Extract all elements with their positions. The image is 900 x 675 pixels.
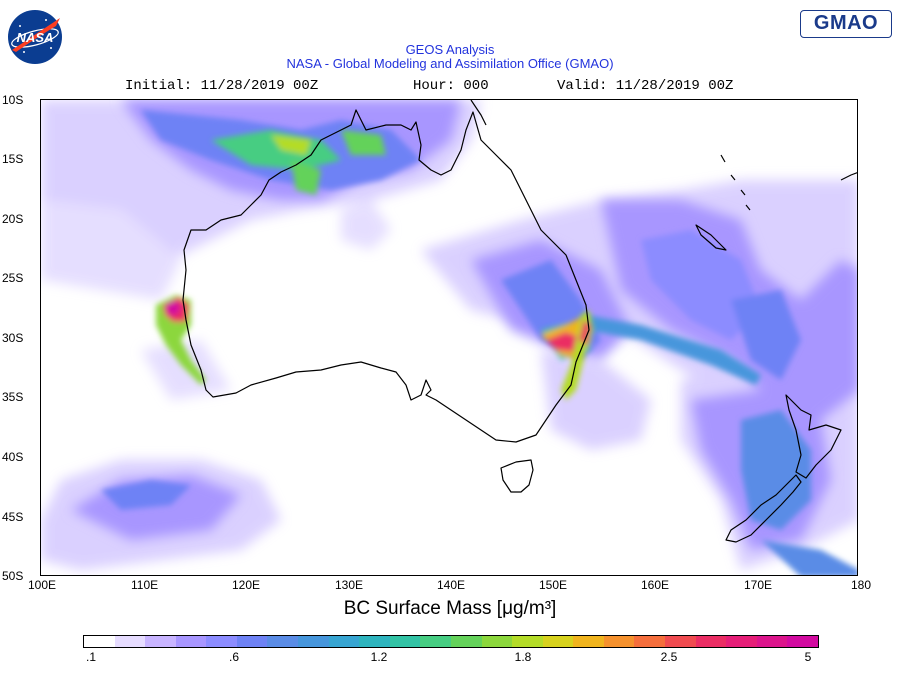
lat-label: 40S [2, 450, 24, 464]
colorbar-swatch [389, 636, 421, 647]
lat-label: 20S [2, 212, 24, 226]
forecast-hour: Hour: 000 [413, 78, 489, 94]
lat-label: 15S [2, 152, 24, 166]
colorbar-swatch [481, 636, 513, 647]
colorbar-tick-label: .1 [85, 650, 97, 664]
lat-label: 25S [2, 271, 24, 285]
aerosol-field-peak [156, 130, 593, 400]
lon-label: 180 [851, 578, 872, 592]
colorbar-tick-label: 5 [804, 650, 812, 664]
valid-time: Valid: 11/28/2019 00Z [557, 78, 734, 94]
colorbar-swatch [298, 636, 329, 647]
colorbar-tick-label: 1.8 [514, 650, 532, 664]
colorbar [83, 635, 819, 648]
colorbar-tick-label: .6 [228, 650, 240, 664]
colorbar-swatch [114, 636, 146, 647]
colorbar-swatch [695, 636, 727, 647]
colorbar-swatch [634, 636, 665, 647]
coastlines [182, 100, 857, 543]
colorbar-swatch [359, 636, 390, 647]
lat-label: 30S [2, 331, 24, 345]
lon-label: 130E [335, 578, 364, 592]
initial-time: Initial: 11/28/2019 00Z [125, 78, 319, 94]
colorbar-tick-label: 1.2 [370, 650, 388, 664]
colorbar-swatch [726, 636, 757, 647]
lon-label: 150E [539, 578, 568, 592]
colorbar-swatch [756, 636, 788, 647]
colorbar-swatch [450, 636, 482, 647]
colorbar-tick-label: 2.5 [660, 650, 678, 664]
colorbar-swatch [84, 636, 115, 647]
new-zealand-north-coastline [785, 394, 842, 479]
nasa-logo-text: NASA [17, 30, 54, 45]
map-canvas [41, 100, 857, 575]
colorbar-swatch [664, 636, 696, 647]
title-line1: GEOS Analysis [405, 42, 495, 57]
nasa-logo: NASA [8, 10, 62, 64]
title-line2: NASA - Global Modeling and Assimilation … [286, 56, 614, 71]
png-coastline [470, 100, 487, 126]
colorbar-swatch [236, 636, 268, 647]
map-panel [40, 99, 858, 576]
colorbar-swatch [573, 636, 604, 647]
lat-label: 35S [2, 390, 24, 404]
colorbar-swatch [206, 636, 237, 647]
colorbar-swatch [267, 636, 299, 647]
colorbar-swatch [787, 636, 818, 647]
colorbar-swatch [328, 636, 360, 647]
lon-label: 110E [131, 578, 159, 592]
colorbar-swatch [420, 636, 451, 647]
islands-coastline [720, 154, 857, 211]
lon-label: 170E [744, 578, 773, 592]
new-zealand-south-coastline [725, 474, 802, 543]
colorbar-swatch [145, 636, 176, 647]
lat-label: 50S [2, 569, 24, 583]
lon-label: 160E [641, 578, 670, 592]
colorbar-swatch [603, 636, 635, 647]
tasmania-coastline [500, 459, 534, 493]
colorbar-swatch [512, 636, 543, 647]
colorbar-swatch [175, 636, 207, 647]
lon-label: 100E [28, 578, 57, 592]
variable-label: BC Surface Mass [μg/m³] [343, 598, 557, 619]
lat-label: 10S [2, 93, 24, 107]
lon-label: 120E [232, 578, 261, 592]
gmao-logo: GMAO [800, 10, 892, 38]
australia-coastline [182, 109, 590, 443]
new-caledonia-coastline [695, 224, 727, 251]
colorbar-swatch [542, 636, 574, 647]
lon-label: 140E [437, 578, 466, 592]
lat-label: 45S [2, 510, 24, 524]
